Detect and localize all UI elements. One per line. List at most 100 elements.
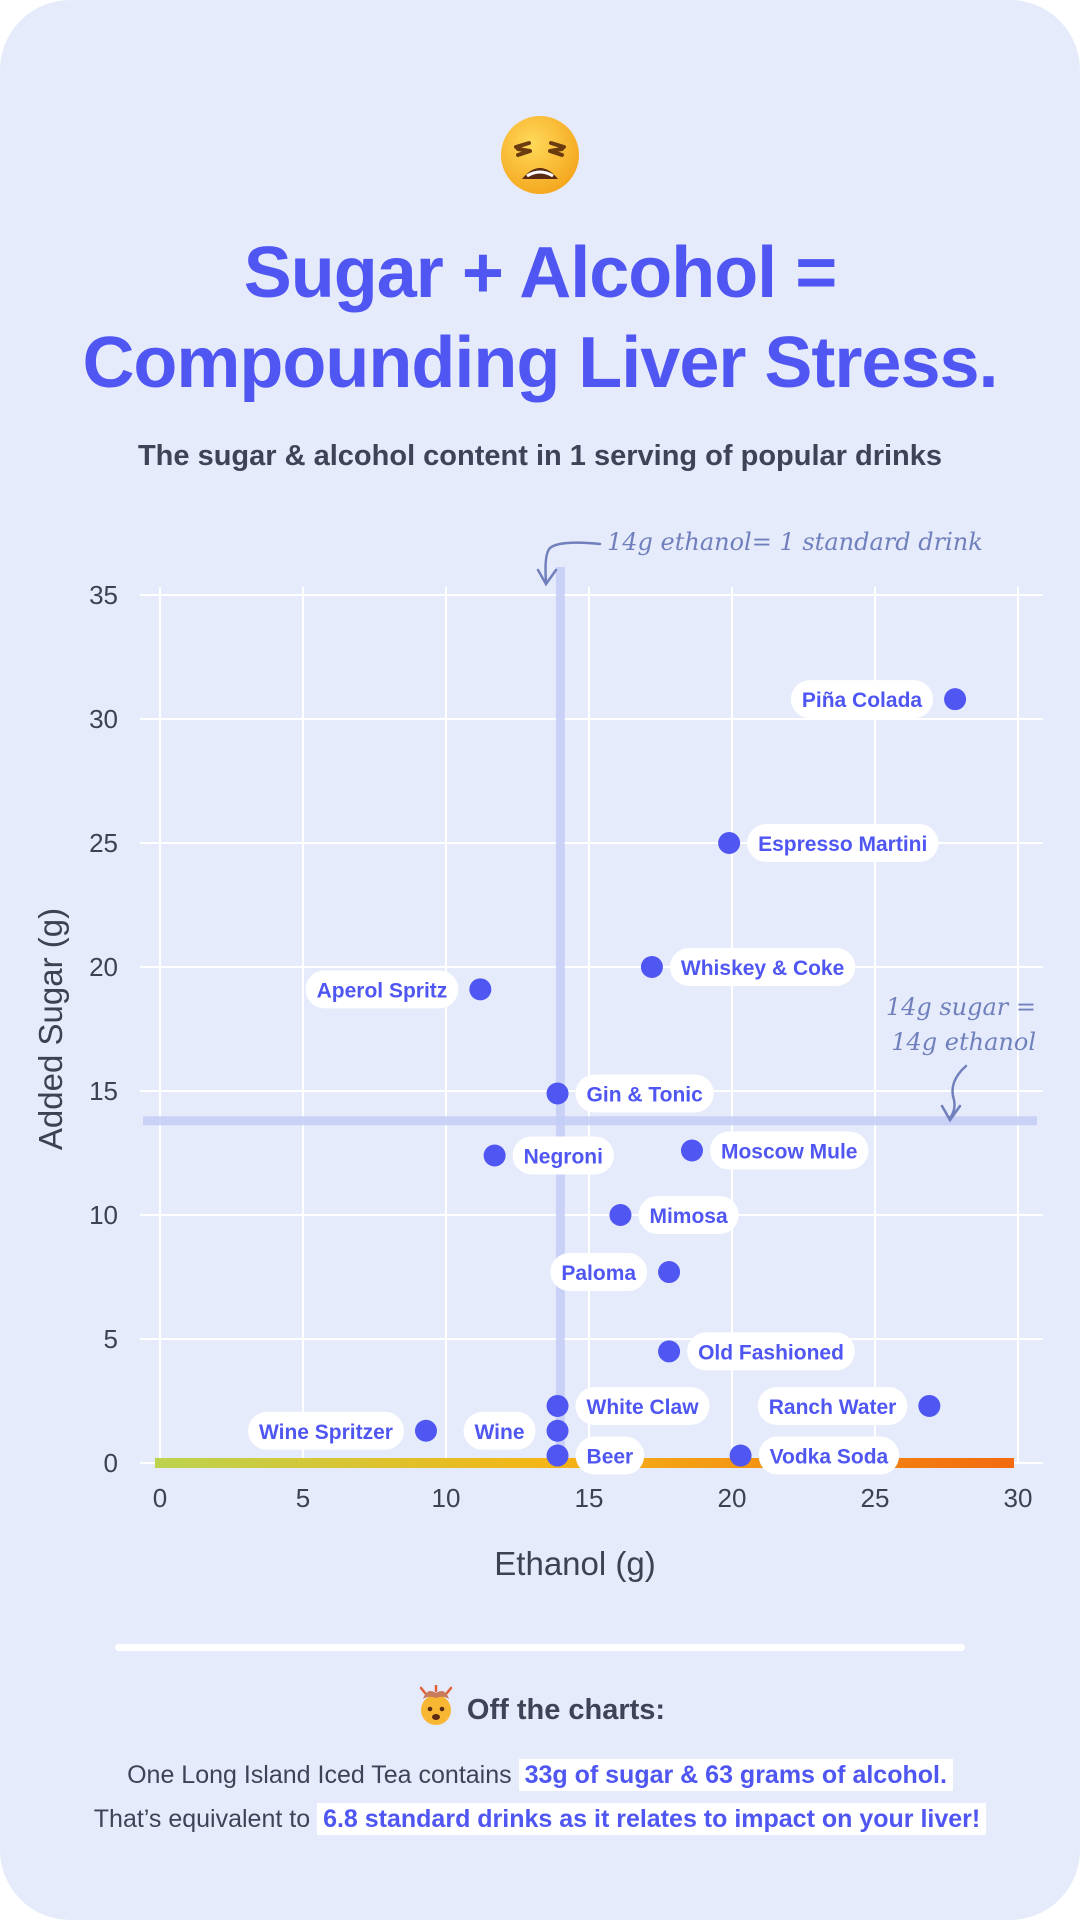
point-marker [944, 688, 967, 711]
point-marker [680, 1139, 703, 1162]
y-tick-label: 5 [104, 1324, 118, 1354]
data-point-3: Aperol Spritz [305, 970, 492, 1009]
y-tick-label: 35 [89, 580, 118, 610]
data-point-10: White Claw [546, 1386, 710, 1425]
data-point-14: Beer [546, 1436, 645, 1475]
point-label: Aperol Spritz [317, 979, 448, 1002]
point-label: Vodka Soda [770, 1446, 889, 1469]
x-tick-label: 5 [296, 1483, 310, 1513]
data-point-6: Moscow Mule [680, 1131, 869, 1170]
data-points: Piña Colada Espresso Martini Whiskey & Cok… [247, 680, 967, 1475]
footer-line-2: That’s equivalent to 6.8 standard drinks… [0, 1803, 1080, 1835]
y-tick-label: 25 [89, 828, 118, 858]
x-tick-label: 10 [432, 1483, 461, 1513]
point-label-pill [747, 824, 939, 862]
point-label: Piña Colada [802, 689, 923, 712]
title-line-1: Sugar + Alcohol = [243, 233, 837, 313]
sugar-ethanol-arrow-icon [940, 1064, 968, 1123]
point-label-pill [512, 1136, 614, 1175]
point-label: Ranch Water [769, 1396, 897, 1419]
point-label-pill [575, 1386, 710, 1425]
data-point-13: Wine [463, 1411, 569, 1450]
y-tick-label: 30 [89, 704, 118, 734]
x-tick-label: 30 [1004, 1483, 1033, 1513]
point-label-pill [575, 1436, 645, 1475]
data-point-8: Paloma [550, 1253, 681, 1292]
point-label-pill [550, 1253, 648, 1292]
point-label: Beer [587, 1446, 634, 1469]
point-label: Moscow Mule [721, 1141, 858, 1164]
point-marker [658, 1261, 681, 1284]
data-point-1: Espresso Martini [718, 824, 939, 862]
sugar-ethanol-annotation-line-2: 14g ethanol [891, 1028, 1036, 1056]
point-marker [546, 1444, 569, 1467]
reference-lines [143, 567, 1037, 1463]
point-marker [483, 1144, 506, 1167]
data-point-15: Vodka Soda [729, 1436, 900, 1475]
data-point-7: Mimosa [609, 1196, 739, 1234]
grid-lines [140, 587, 1043, 1464]
point-label: Whiskey & Coke [681, 957, 844, 980]
data-point-12: Wine Spritzer [247, 1411, 437, 1450]
off-the-charts-heading: Off the charts: [0, 1683, 1080, 1735]
y-tick-label: 15 [89, 1076, 118, 1106]
sugar-ethanol-annotation-line-1: 14g sugar = [886, 993, 1036, 1021]
point-label: Espresso Martini [758, 833, 927, 856]
data-point-2: Whiskey & Coke [640, 948, 856, 986]
x-axis-title: Ethanol (g) [494, 1545, 655, 1582]
point-label: Wine [475, 1421, 525, 1444]
point-label: Gin & Tonic [587, 1083, 704, 1106]
footer-line-1-highlight: 33g of sugar & 63 grams of alcohol. [518, 1759, 953, 1791]
point-label-pill [790, 680, 934, 719]
scatter-chart: 0 5 10 15 20 25 30 0 5 10 15 20 25 30 35 Piña Colada Es… [32, 528, 1043, 1582]
standard-drink-annotation: 14g ethanol= 1 standard drink [607, 528, 983, 556]
off-the-charts-label: Off the charts: [466, 1693, 666, 1726]
point-marker [546, 1082, 569, 1105]
point-label-pill [687, 1332, 855, 1371]
y-tick-label: 10 [89, 1200, 118, 1230]
point-label-pill [757, 1386, 908, 1425]
y-axis-title: Added Sugar (g) [32, 908, 69, 1150]
point-label-pill [638, 1196, 739, 1234]
point-label-pill [709, 1131, 869, 1170]
point-marker [640, 956, 663, 978]
point-marker [546, 1394, 569, 1417]
axes [155, 595, 1014, 1468]
data-point-5: Negroni [483, 1136, 614, 1175]
exploding-head-icon [415, 1683, 457, 1735]
footer-line-1-text: One Long Island Iced Tea contains [127, 1761, 519, 1789]
point-marker [469, 978, 492, 1001]
footer-line-1: One Long Island Iced Tea contains 33g of… [0, 1759, 1080, 1791]
standard-drink-arrow-icon [536, 541, 602, 587]
x-tick-label: 25 [861, 1483, 890, 1513]
footer-line-2-text: That’s equivalent to [93, 1805, 318, 1833]
point-label: Old Fashioned [698, 1341, 844, 1364]
x-tick-label: 0 [153, 1483, 167, 1513]
data-point-0: Piña Colada [790, 680, 967, 719]
point-label-pill [247, 1411, 404, 1450]
data-point-9: Old Fashioned [658, 1332, 855, 1371]
point-label-pill [758, 1436, 900, 1475]
title-line-2: Compounding Liver Stress. [82, 323, 998, 403]
point-label: White Claw [587, 1396, 700, 1419]
point-label-pill [463, 1411, 536, 1450]
data-point-4: Gin & Tonic [546, 1074, 714, 1113]
point-marker [718, 832, 741, 854]
point-label: Paloma [561, 1262, 636, 1285]
point-marker [729, 1444, 752, 1467]
point-label-pill [305, 970, 459, 1009]
tick-labels: 0 5 10 15 20 25 30 0 5 10 15 20 25 30 35 [89, 580, 1032, 1513]
point-label: Wine Spritzer [259, 1421, 393, 1444]
data-point-11: Ranch Water [757, 1386, 941, 1425]
point-marker [918, 1394, 941, 1417]
y-tick-label: 0 [104, 1448, 118, 1478]
weary-face-icon [0, 105, 1080, 205]
x-tick-label: 15 [575, 1483, 604, 1513]
point-label-pill [669, 948, 856, 986]
point-label: Mimosa [649, 1205, 728, 1228]
point-marker [414, 1419, 437, 1442]
point-label-pill [575, 1074, 714, 1113]
x-tick-label: 20 [718, 1483, 747, 1513]
point-marker [658, 1340, 681, 1363]
